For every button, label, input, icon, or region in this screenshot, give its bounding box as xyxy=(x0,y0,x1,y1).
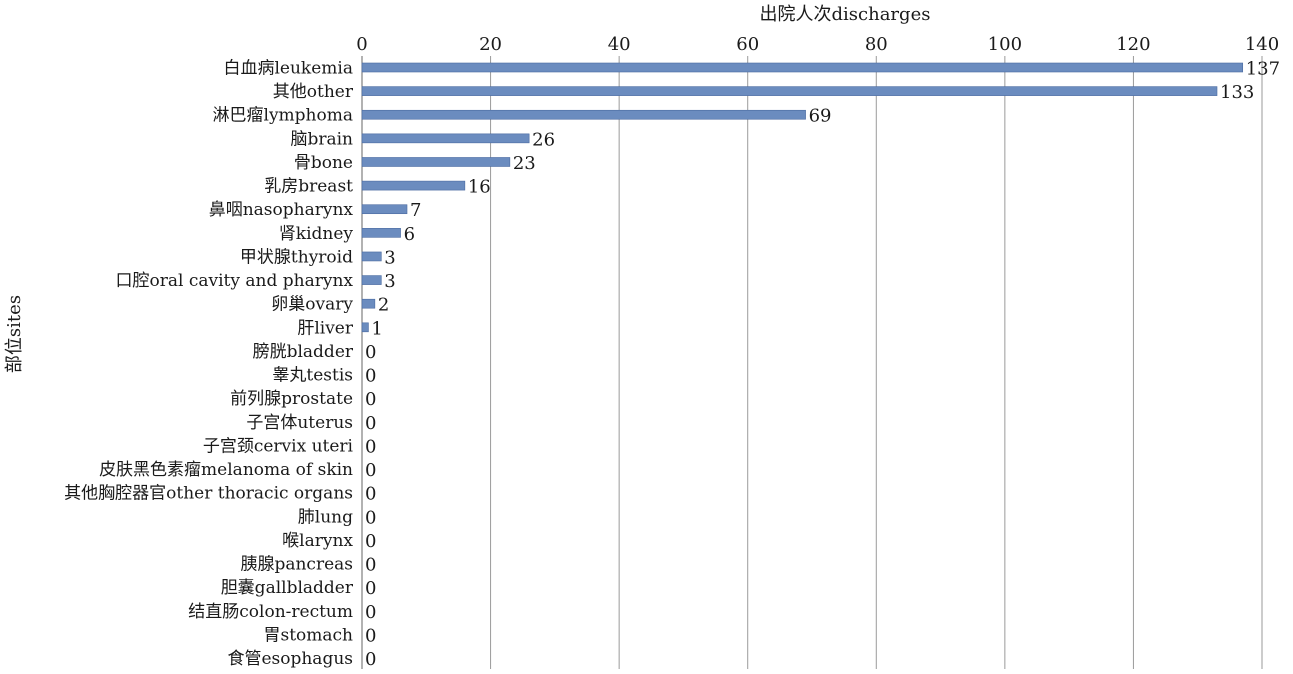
bar xyxy=(361,204,408,215)
value-label: 0 xyxy=(365,413,376,434)
category-label: 胆囊gallbladder xyxy=(221,578,354,598)
value-label: 0 xyxy=(365,649,376,669)
bar xyxy=(361,157,511,167)
value-label: 26 xyxy=(532,129,555,150)
category-label: 白血病leukemia xyxy=(223,59,353,79)
category-label: 卵巢ovary xyxy=(271,295,353,315)
category-label: 乳房breast xyxy=(264,177,353,197)
x-axis-title: 出院人次discharges xyxy=(760,4,931,25)
value-label: 2 xyxy=(378,295,389,316)
value-label: 137 xyxy=(1246,59,1280,80)
x-tick-label: 0 xyxy=(356,34,367,55)
value-label: 3 xyxy=(384,247,395,268)
category-label: 皮肤黑色素瘤melanoma of skin xyxy=(99,460,353,480)
value-label: 0 xyxy=(365,484,376,505)
value-label: 0 xyxy=(365,342,376,363)
bar xyxy=(361,180,466,191)
value-label: 0 xyxy=(365,578,376,599)
value-label: 0 xyxy=(365,625,376,646)
category-label: 子宫颈cervix uteri xyxy=(203,436,354,456)
category-label: 其他胸腔器官other thoracic organs xyxy=(64,484,353,504)
value-label: 0 xyxy=(365,602,376,623)
category-label: 睾丸testis xyxy=(272,366,353,386)
bar xyxy=(361,251,382,262)
category-label: 胃stomach xyxy=(263,625,353,645)
y-axis-title: 部位sites xyxy=(4,295,25,373)
value-label: 23 xyxy=(513,153,536,174)
value-label: 0 xyxy=(365,507,376,528)
category-label: 甲状腺thyroid xyxy=(240,247,353,267)
value-label: 69 xyxy=(809,106,832,127)
value-label: 1 xyxy=(371,318,382,339)
bar xyxy=(361,275,382,285)
value-label: 0 xyxy=(365,389,376,410)
x-tick-label: 100 xyxy=(988,34,1022,55)
category-label: 食管esophagus xyxy=(227,649,353,669)
category-label: 肾kidney xyxy=(279,224,354,244)
category-label: 淋巴瘤lymphoma xyxy=(213,106,353,126)
category-label: 喉larynx xyxy=(282,531,353,551)
bar xyxy=(361,298,376,309)
x-tick-label: 20 xyxy=(479,34,502,55)
value-label: 6 xyxy=(404,224,415,245)
category-label: 子宫体uterus xyxy=(246,413,353,433)
category-label: 口腔oral cavity and pharynx xyxy=(116,271,354,291)
bar xyxy=(361,133,530,144)
value-label: 0 xyxy=(365,555,376,576)
value-label: 0 xyxy=(365,366,376,387)
bar xyxy=(361,62,1244,73)
bar xyxy=(361,322,369,333)
category-label: 肝liver xyxy=(297,318,354,338)
x-tick-label: 80 xyxy=(865,34,888,55)
bar xyxy=(361,228,401,238)
bar xyxy=(361,109,806,120)
category-label: 其他other xyxy=(273,82,354,102)
value-label: 0 xyxy=(365,531,376,552)
value-label: 16 xyxy=(468,177,491,198)
bars xyxy=(361,62,1244,333)
value-label: 7 xyxy=(410,200,421,221)
x-tick-label: 140 xyxy=(1245,34,1279,55)
category-label: 膀胱bladder xyxy=(253,342,354,362)
x-tick-label: 40 xyxy=(608,34,631,55)
gridlines xyxy=(361,56,1263,669)
category-label: 前列腺prostate xyxy=(230,389,353,409)
value-label: 133 xyxy=(1220,82,1254,103)
value-label: 0 xyxy=(365,460,376,481)
value-label: 3 xyxy=(384,271,395,292)
category-label: 胰腺pancreas xyxy=(240,555,353,575)
category-label: 结直肠colon-rectum xyxy=(188,602,353,622)
x-tick-label: 60 xyxy=(736,34,759,55)
category-label: 脑brain xyxy=(290,129,353,149)
value-label: 0 xyxy=(365,436,376,457)
category-label: 骨bone xyxy=(294,153,353,173)
x-tick-label: 120 xyxy=(1116,34,1150,55)
category-label: 鼻咽nasopharynx xyxy=(209,200,354,220)
bar xyxy=(361,86,1218,96)
category-label: 肺lung xyxy=(298,507,353,527)
